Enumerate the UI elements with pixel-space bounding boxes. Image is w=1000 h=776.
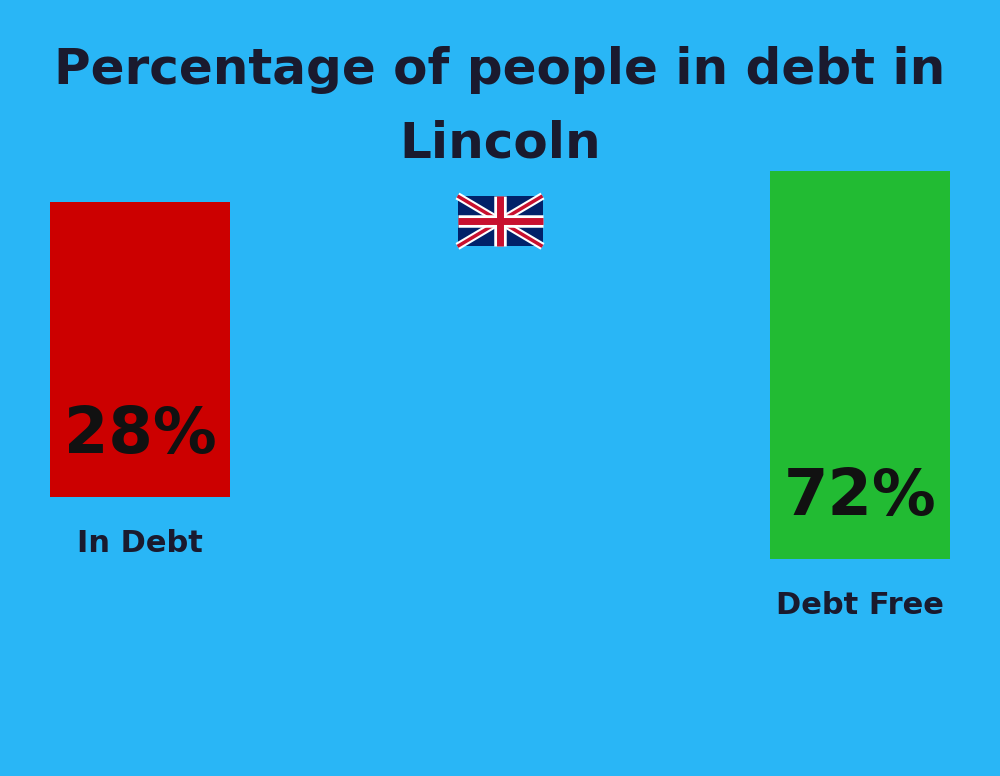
Text: Lincoln: Lincoln — [399, 120, 601, 168]
Text: Percentage of people in debt in: Percentage of people in debt in — [54, 46, 946, 94]
FancyBboxPatch shape — [458, 196, 542, 247]
FancyBboxPatch shape — [50, 202, 230, 497]
Text: 28%: 28% — [64, 404, 216, 466]
Text: Debt Free: Debt Free — [776, 591, 944, 620]
Text: In Debt: In Debt — [77, 528, 203, 558]
FancyBboxPatch shape — [770, 171, 950, 559]
Text: 72%: 72% — [784, 466, 936, 528]
